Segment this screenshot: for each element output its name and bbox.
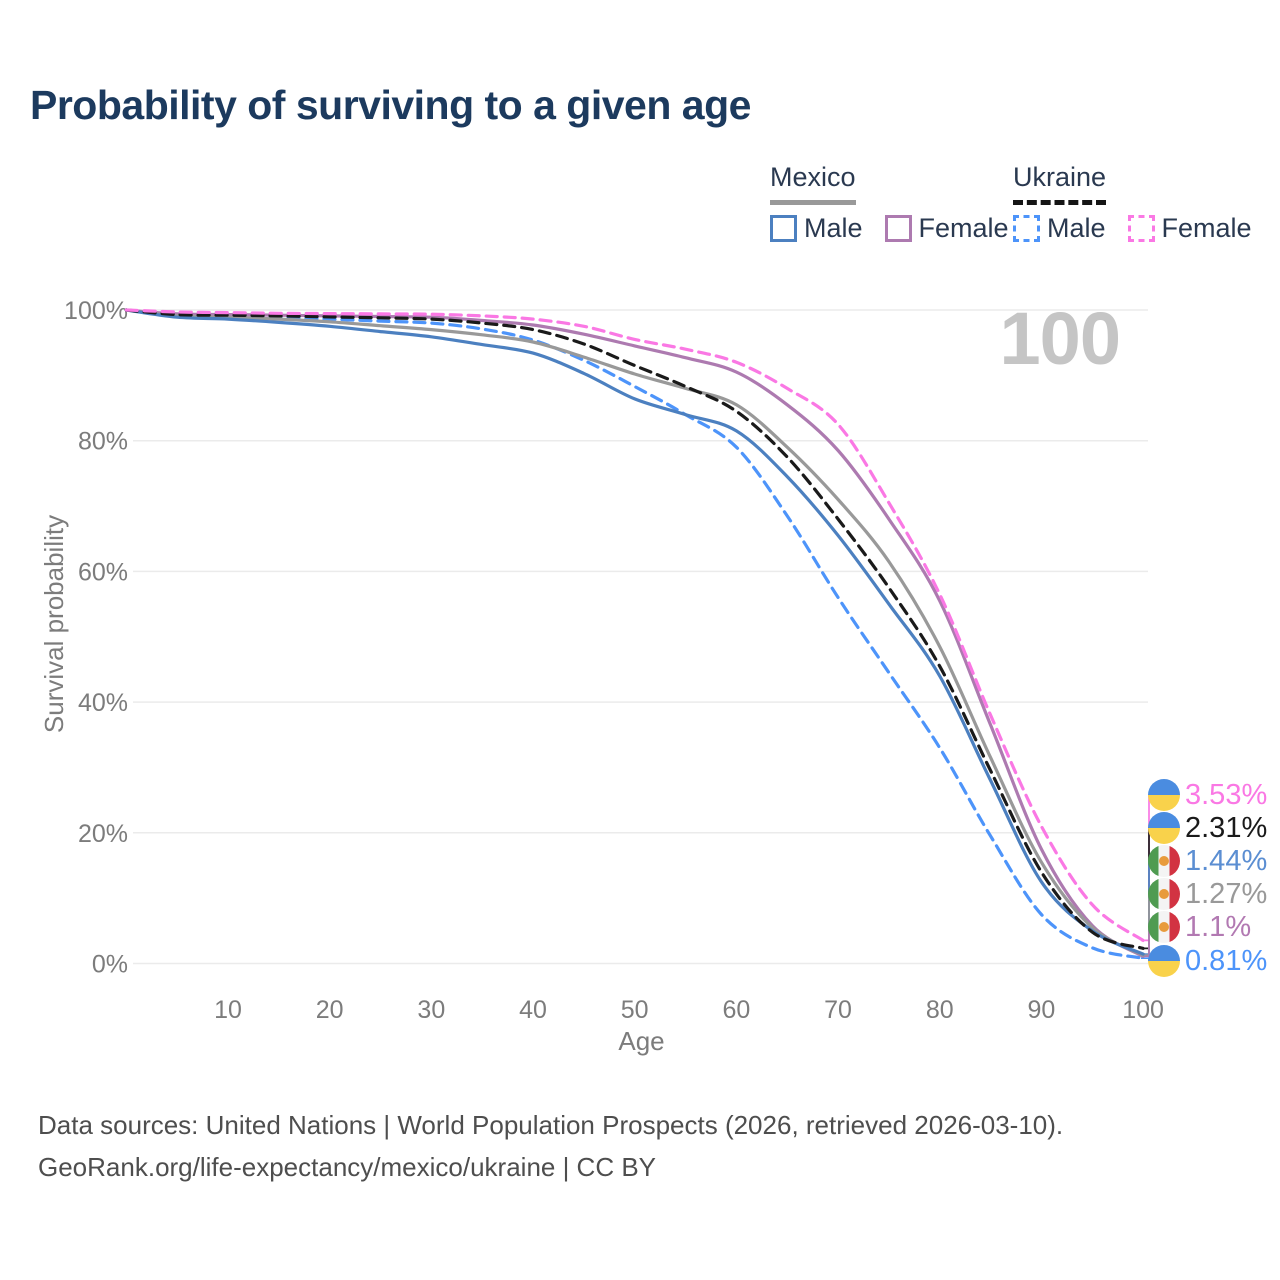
x-tick-label: 90 [1028,996,1056,1024]
end-label-mexico-female: 1.1% [1148,911,1251,943]
x-axis-title: Age [618,1026,665,1056]
end-label-mexico: 1.27% [1148,878,1267,910]
ukraine-flag-icon [1148,945,1180,977]
legend-mexico-label: Mexico [770,162,856,205]
y-tick-label: 80% [78,428,128,456]
legend-item-label: Female [1161,213,1252,243]
line-mexico-male [124,308,1145,956]
legend-item-ukraine-male[interactable]: Male [1013,213,1106,244]
y-tick-label: 60% [78,558,128,586]
x-tick-label: 70 [824,996,852,1024]
legend-group-ukraine: Ukraine Male Female [1013,162,1252,244]
mexico-emblem-icon [1159,922,1169,932]
mexico-flag-icon [1148,845,1180,877]
end-label-ukraine-male: 0.81% [1148,945,1267,977]
end-label-value: 1.27% [1185,877,1268,910]
end-label-value: 2.31% [1185,811,1268,844]
end-label-value: 3.53% [1185,778,1268,811]
y-tick-label: 20% [78,820,128,848]
legend-item-mexico-female[interactable]: Female [884,213,1009,244]
y-tick-label: 40% [78,689,128,717]
x-tick-label: 100 [1122,996,1164,1024]
mexico-flag-icon [1148,878,1180,910]
x-tick-label: 10 [214,996,242,1024]
x-tick-label: 50 [621,996,649,1024]
end-label-mexico-male: 1.44% [1148,845,1267,877]
x-tick-label: 30 [417,996,445,1024]
end-label-ukraine: 2.31% [1148,812,1267,844]
legend-item-mexico-male[interactable]: Male [770,213,863,244]
mexico-emblem-icon [1159,856,1169,866]
y-tick-label: 0% [92,951,128,979]
mexico-flag-icon [1148,911,1180,943]
attribution-line: GeoRank.org/life-expectancy/mexico/ukrai… [38,1152,657,1182]
end-label-value: 0.81% [1185,944,1268,977]
line-ukraine-female [124,308,1145,942]
data-sources-line: Data sources: United Nations | World Pop… [38,1110,1064,1140]
mexico-female-swatch-icon [884,215,912,242]
legend-item-ukraine-female[interactable]: Female [1127,213,1252,244]
x-tick-label: 40 [519,996,547,1024]
y-tick-label: 100% [64,297,128,325]
mexico-emblem-icon [1159,889,1169,899]
footer: Data sources: United Nations | World Pop… [38,1104,1063,1188]
ukraine-flag-icon [1148,779,1180,811]
mexico-male-swatch-icon [770,215,797,242]
ukraine-male-swatch-icon [1013,215,1040,242]
legend-item-label: Male [1047,213,1106,243]
legend-ukraine-label: Ukraine [1013,162,1107,205]
line-ukraine-male [124,308,1145,960]
x-tick-label: 80 [926,996,954,1024]
ukraine-female-swatch-icon [1127,215,1155,242]
end-label-ukraine-female: 3.53% [1148,779,1267,811]
legend-group-mexico: Mexico Male Female [770,162,1009,244]
page-title: Probability of surviving to a given age [30,82,751,128]
legend-item-label: Male [804,213,863,243]
x-tick-label: 60 [722,996,750,1024]
line-mexico [124,308,1145,957]
ukraine-flag-icon [1148,812,1180,844]
end-label-value: 1.44% [1185,844,1268,877]
survival-chart-canvas: 0% 20% 40% 60% 80% 100% 10 20 30 40 50 60 70 80 90 100 [64,297,1164,1024]
age-counter-watermark: 100 [999,297,1121,380]
legend-item-label: Female [918,213,1009,243]
y-axis-title: Survival probability [39,514,69,734]
line-mexico-female [124,308,1145,958]
x-tick-label: 20 [316,996,344,1024]
line-ukraine [124,308,1145,950]
end-label-value: 1.1% [1185,910,1252,943]
